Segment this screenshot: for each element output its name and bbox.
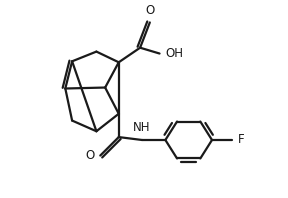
Text: OH: OH — [165, 47, 183, 60]
Text: O: O — [85, 149, 94, 162]
Text: O: O — [145, 4, 154, 17]
Text: F: F — [238, 133, 245, 147]
Text: NH: NH — [133, 121, 151, 134]
